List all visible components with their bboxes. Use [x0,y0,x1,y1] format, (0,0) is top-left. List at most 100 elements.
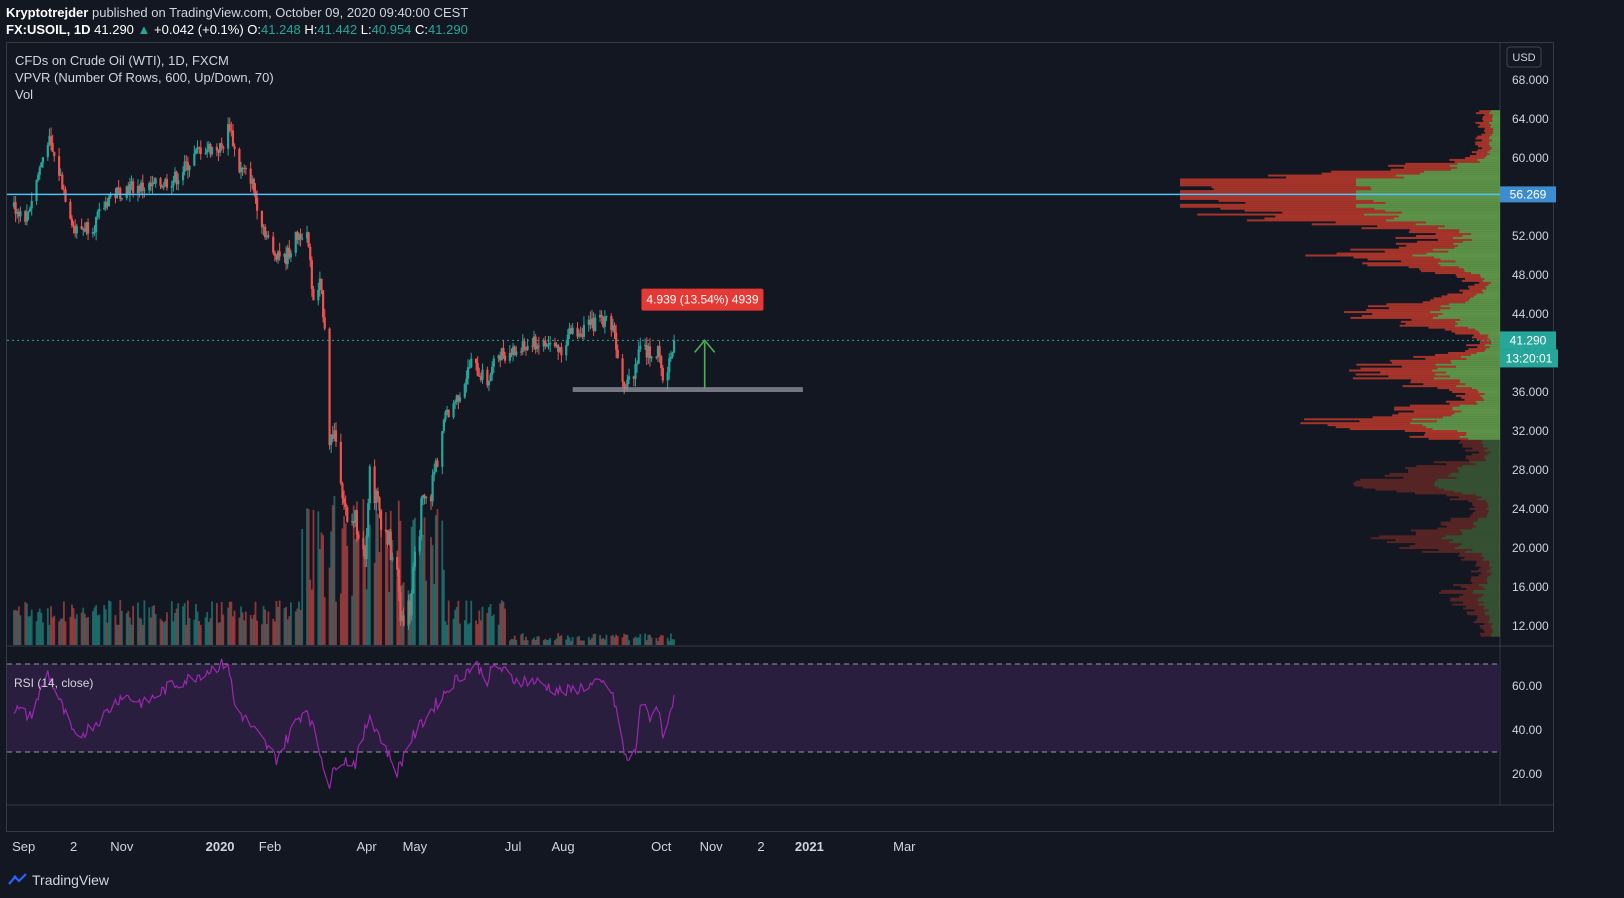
rsi-legend[interactable]: RSI (14, close) [14,676,94,690]
countdown-badge-text: 13:20:01 [1506,351,1553,365]
candle-body [647,346,650,358]
candle-body [352,521,355,523]
candle-body [474,358,478,364]
volume-bar [644,633,647,645]
candle-body [173,171,177,181]
volume-bar [616,636,619,645]
vpvr-row-down [1465,392,1485,395]
volume-bar [294,611,297,645]
candle-body [339,441,342,484]
volume-bar [410,526,413,645]
time-tick-label: 2021 [795,839,824,854]
vpvr-row-down [1395,236,1453,239]
vpvr-row-down [1481,133,1492,136]
candle-body [536,345,539,350]
volume-bar [351,595,353,645]
vpvr-row-down [1470,578,1487,581]
vpvr-row-up [1432,316,1500,319]
vpvr-row-up [1458,470,1500,473]
vpvr-row-up [1451,414,1500,417]
vpvr-row-up [1486,155,1500,158]
time-tick-label: Oct [651,839,672,854]
volume-bar [328,567,331,645]
vpvr-row-down [1394,406,1453,409]
vpvr-row-up [1487,336,1500,339]
volume-bar [323,597,326,645]
volume-bar [16,610,19,645]
vpvr-row-down [1463,593,1484,596]
vpvr-legend[interactable]: VPVR (Number Of Rows, 600, Up/Down, 70) [15,70,274,85]
vpvr-row-down [1419,268,1464,271]
measure-label-text: 4.939 (13.54%) 4939 [646,293,758,307]
volume-bar [310,589,313,645]
vpvr-row-up [1411,418,1500,421]
candle-body [215,146,218,151]
author-name[interactable]: Kryptotrejder [6,5,89,20]
vpvr-row-up [1468,299,1500,302]
volume-bar [481,606,484,645]
vpvr-row-down [1472,511,1488,514]
vpvr-row-up [1422,424,1500,427]
candle-body [458,397,462,402]
volume-bar [140,618,143,645]
volume-bar [14,609,17,645]
vpvr-row-up [1455,365,1500,368]
vpvr-row-down [1446,525,1476,528]
vpvr-row-down [1372,416,1443,419]
vpvr-row-down [1410,381,1460,384]
candle-body [644,344,647,347]
vpvr-row-up [1481,289,1500,292]
vpvr-row-down [1403,166,1457,169]
vpvr-row-down [1477,346,1490,349]
vpvr-row-down [1484,623,1493,626]
volume-bar [409,604,411,645]
vpvr-row-down [1411,318,1461,321]
volume-bar [658,636,661,645]
vpvr-row-down [1479,342,1491,345]
vpvr-row-down [1413,410,1462,413]
candle-body [299,234,302,240]
volume-bar [319,548,321,645]
vpvr-row-down [1449,158,1478,161]
volume-bar [603,639,606,645]
vpvr-row-down [1370,537,1442,540]
vpvr-row-up [1403,176,1500,179]
vpvr-row-up [1482,445,1500,448]
vpvr-row-up [1448,303,1500,306]
volume-bar [278,600,281,645]
candle-body [194,149,198,154]
vpvr-row-up [1482,439,1500,442]
vpvr-row-down [1462,291,1484,294]
footer-brand[interactable]: TradingView [8,872,109,888]
vpvr-row-down [1350,316,1433,319]
vpvr-row-down [1366,309,1440,312]
candle-body [650,356,653,359]
vpvr-row-up [1487,576,1500,579]
vpvr-row-up [1492,129,1500,132]
volume-bar [536,636,539,645]
vpvr-row-up [1472,548,1500,551]
candle-body [278,251,281,257]
last-price: 41.290 [94,22,134,37]
vpvr-row-up [1464,550,1500,553]
volume-bar [497,624,500,645]
vpvr-row-down [1197,213,1364,216]
vpvr-row-down [1423,383,1466,386]
vpvr-row-up [1489,338,1500,341]
candle-body [671,352,674,357]
volume-bar [114,615,117,645]
vpvr-row-up [1483,607,1500,610]
candle-body [447,409,450,418]
vpvr-row-up [1363,213,1500,216]
volume-bar [671,639,674,645]
vpvr-row-down [1399,547,1455,549]
volume-bar [63,601,65,645]
vpvr-row-up [1456,166,1500,169]
volume-bar [244,611,247,645]
volume-bar [161,620,164,645]
volume-legend[interactable]: Vol [15,87,34,102]
volume-bar [137,602,139,645]
vpvr-row-up [1470,461,1500,464]
volume-bar [549,637,552,645]
